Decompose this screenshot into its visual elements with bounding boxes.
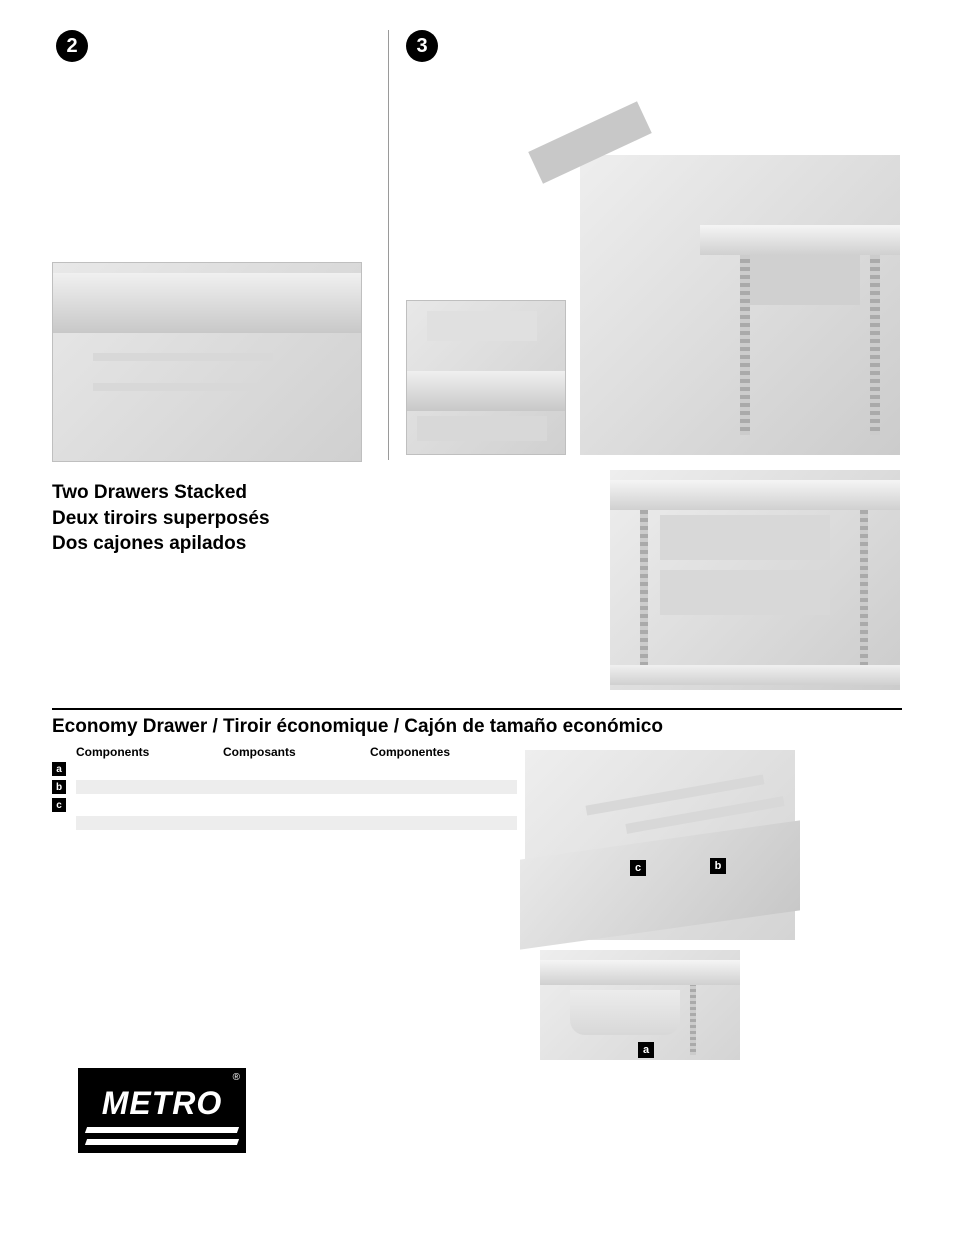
economy-section-rule — [52, 708, 902, 710]
step-3-badge: 3 — [406, 30, 438, 62]
logo-registered: ® — [233, 1072, 240, 1083]
header-es: Componentes — [370, 745, 517, 759]
components-row-a: a — [52, 761, 517, 777]
illustration-step3-table — [580, 155, 900, 455]
stacked-title-en: Two Drawers Stacked — [52, 480, 270, 506]
economy-section-title: Economy Drawer / Tiroir économique / Caj… — [52, 716, 663, 738]
header-en: Components — [76, 745, 223, 759]
metro-logo: ® METRO — [78, 1068, 246, 1153]
components-row-b: b — [52, 779, 517, 795]
components-headers: Components Composants Componentes — [52, 745, 517, 759]
stacked-title-es: Dos cajones apilados — [52, 531, 270, 557]
illustration-step3-insert — [406, 300, 566, 455]
components-table: Components Composants Componentes a b c — [52, 745, 517, 831]
row-bar-blank — [76, 816, 517, 830]
components-row-c: c — [52, 797, 517, 813]
callout-c: c — [630, 860, 646, 876]
header-fr: Composants — [223, 745, 370, 759]
logo-stripes — [86, 1119, 238, 1147]
row-bar-c — [76, 798, 517, 812]
vertical-divider — [388, 30, 389, 460]
components-row-blank — [52, 815, 517, 831]
row-label-a: a — [52, 762, 66, 776]
row-bar-a — [76, 762, 517, 776]
callout-b: b — [710, 858, 726, 874]
stacked-title-fr: Deux tiroirs superposés — [52, 506, 270, 532]
row-label-c: c — [52, 798, 66, 812]
illustration-step2 — [52, 262, 362, 462]
logo-text: METRO — [102, 1087, 223, 1119]
row-label-b: b — [52, 780, 66, 794]
illustration-stacked — [610, 470, 900, 690]
stacked-title: Two Drawers Stacked Deux tiroirs superpo… — [52, 480, 270, 557]
step-2-badge: 2 — [56, 30, 88, 62]
row-bar-b — [76, 780, 517, 794]
callout-a: a — [638, 1042, 654, 1058]
illustration-economy-rails — [525, 750, 795, 940]
